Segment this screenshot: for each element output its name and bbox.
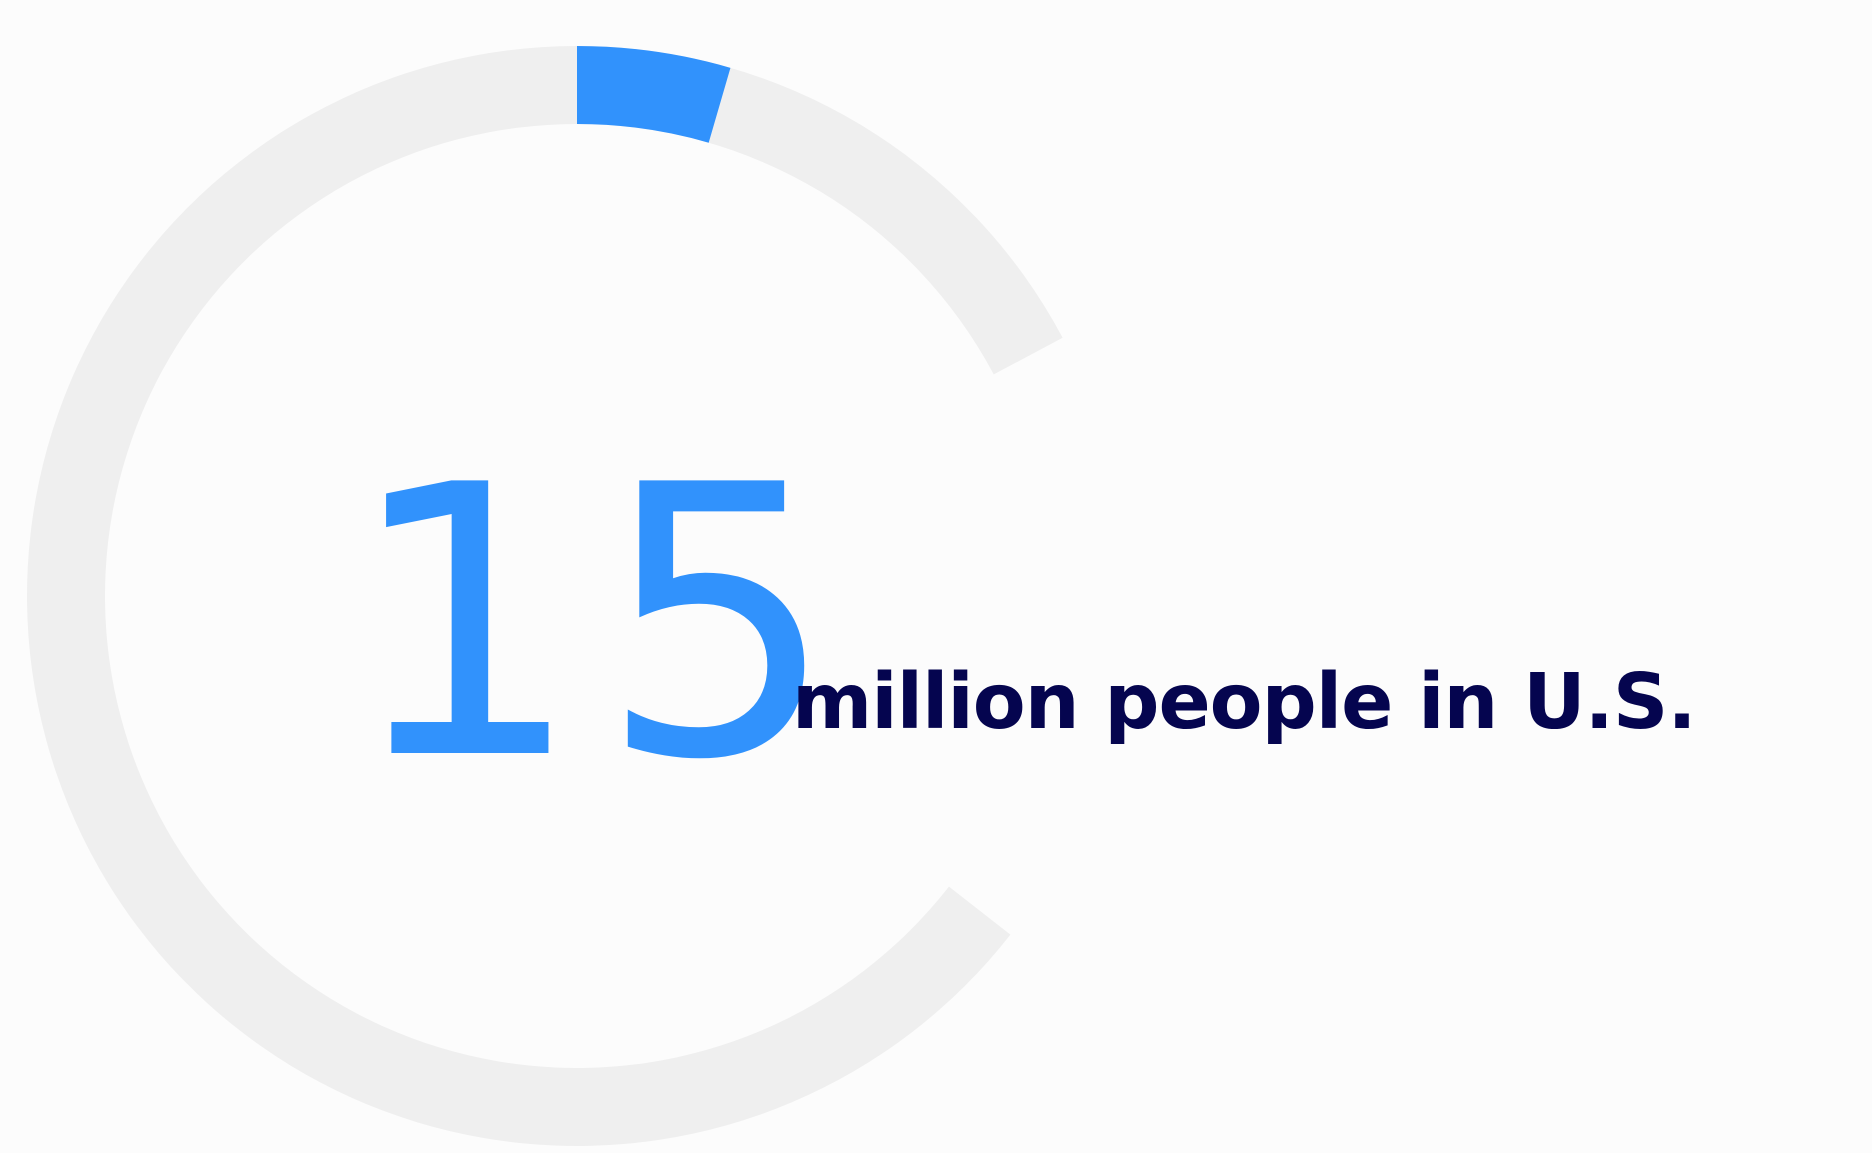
gauge-highlight-segment	[577, 46, 731, 143]
big-number-value: 15	[345, 407, 853, 842]
value-caption: million people in U.S.	[792, 658, 1697, 747]
